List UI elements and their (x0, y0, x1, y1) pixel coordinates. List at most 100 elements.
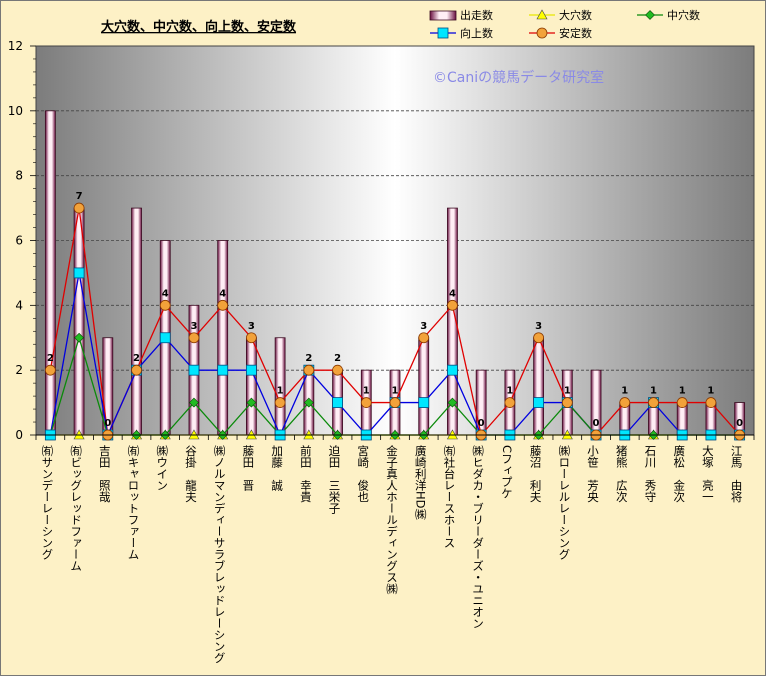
marker-stable (676, 397, 688, 408)
legend-label: 大穴数 (559, 8, 592, 22)
data-label: 3 (248, 321, 255, 332)
legend-marker (536, 9, 548, 20)
marker-stable (245, 332, 257, 344)
x-tick-label: 金子真人ホールディングス㈱ (385, 444, 399, 594)
legend-marker (536, 27, 548, 39)
chart-title: 大穴数、中穴数、向上数、安定数 (101, 19, 297, 35)
marker-stable (274, 397, 286, 408)
marker-stable (73, 202, 85, 214)
bar-starts (245, 337, 257, 436)
data-label: 1 (277, 386, 284, 397)
marker-stable (44, 364, 56, 376)
marker-stable (418, 332, 430, 344)
marker-stable (159, 299, 171, 311)
x-tick-label: 大塚 亮一 (701, 444, 715, 502)
marker-stable (131, 364, 142, 376)
x-tick-label: ㈲ビッグレッドファーム (69, 445, 83, 572)
marker-stable (303, 364, 315, 376)
marker-mid-upset (74, 332, 85, 343)
marker-improve (245, 364, 257, 376)
data-label: 7 (76, 191, 83, 202)
data-label: 3 (420, 321, 427, 332)
x-tick-label: 加藤 誠 (270, 445, 284, 492)
marker-improve (188, 364, 200, 376)
data-label: 0 (593, 418, 600, 429)
y-tick-label: 6 (15, 234, 23, 248)
marker-mid-upset (246, 397, 257, 408)
x-tick-label: ㈱ローレルレーシング (557, 445, 571, 560)
data-label: 1 (707, 386, 714, 397)
x-tick-label: 宮崎 俊也 (356, 444, 370, 502)
data-label: 4 (162, 288, 169, 299)
x-tick-label: 廣松 金次 (672, 444, 686, 503)
data-label: 1 (363, 386, 370, 397)
marker-stable (389, 397, 401, 408)
legend-label: 向上数 (460, 26, 493, 40)
data-label: 1 (392, 386, 399, 397)
watermark: ©Caniの競馬データ研究室 (433, 69, 604, 86)
marker-improve (159, 332, 171, 344)
bar-starts (44, 110, 56, 436)
x-tick-label: 谷掛 龍夫 (184, 445, 198, 503)
x-tick-label: ㈲サンデーレーシング (40, 445, 54, 560)
x-tick-label: ㈲社台レースホース (442, 445, 456, 549)
x-tick-label: ㈱ヒダカ・ブリーダーズ・ユニオン (471, 445, 485, 629)
bar-starts (217, 240, 229, 436)
marker-stable (533, 332, 544, 344)
data-label: 2 (133, 353, 140, 364)
marker-stable (504, 397, 516, 408)
x-tick-label: 迫田 三栄子 (328, 444, 342, 514)
legend-label: 中穴数 (667, 8, 700, 22)
data-label: 2 (47, 353, 54, 364)
marker-stable (705, 397, 717, 408)
data-label: 1 (564, 386, 571, 397)
marker-stable (332, 364, 343, 376)
marker-stable (561, 397, 573, 408)
bar-starts (418, 337, 430, 436)
data-label: 0 (736, 418, 743, 429)
x-tick-label: 吉田 照哉 (98, 445, 112, 503)
data-label: 2 (334, 353, 341, 364)
x-tick-label: 猪熊 広次 (615, 445, 629, 503)
x-tick-label: 廣崎利洋HD㈱ (414, 444, 428, 520)
data-label: 1 (650, 386, 657, 397)
marker-stable (217, 299, 229, 311)
marker-improve (217, 364, 229, 376)
data-label: 0 (104, 418, 111, 429)
legend-marker (645, 10, 655, 20)
y-tick-label: 10 (8, 104, 23, 118)
marker-improve (447, 364, 458, 376)
x-tick-label: 前田 幸貴 (299, 444, 313, 503)
y-tick-label: 4 (15, 298, 23, 312)
legend-label: 安定数 (559, 26, 592, 40)
x-tick-label: ㈱ノルマンディーサラブレッドレーシング (213, 445, 227, 664)
bar-starts (73, 207, 85, 436)
x-tick-label: 江馬 由将 (730, 445, 744, 503)
data-label: 4 (449, 288, 456, 299)
data-label: 1 (679, 386, 686, 397)
x-tick-label: 石川 秀守 (643, 445, 657, 503)
bar-starts (533, 337, 544, 436)
marker-mid-upset (447, 397, 458, 408)
marker-improve (418, 397, 430, 408)
marker-improve (533, 397, 544, 408)
y-tick-label: 0 (15, 428, 23, 442)
marker-improve (332, 397, 343, 408)
legend-marker (437, 27, 449, 39)
data-label: 1 (621, 386, 628, 397)
x-tick-label: 小笹 芳央 (586, 445, 600, 503)
data-label: 1 (506, 386, 513, 397)
marker-improve (73, 267, 85, 279)
y-tick-label: 12 (8, 39, 23, 53)
x-tick-label: Cフィプケ (500, 445, 514, 499)
data-label: 3 (535, 321, 542, 332)
data-label: 0 (478, 418, 485, 429)
bar-starts (131, 207, 142, 436)
marker-stable (619, 397, 631, 408)
marker-stable (447, 299, 458, 311)
x-tick-label: 藤田 晋 (241, 445, 255, 492)
x-tick-label: ㈲キャロットファーム (127, 445, 141, 560)
